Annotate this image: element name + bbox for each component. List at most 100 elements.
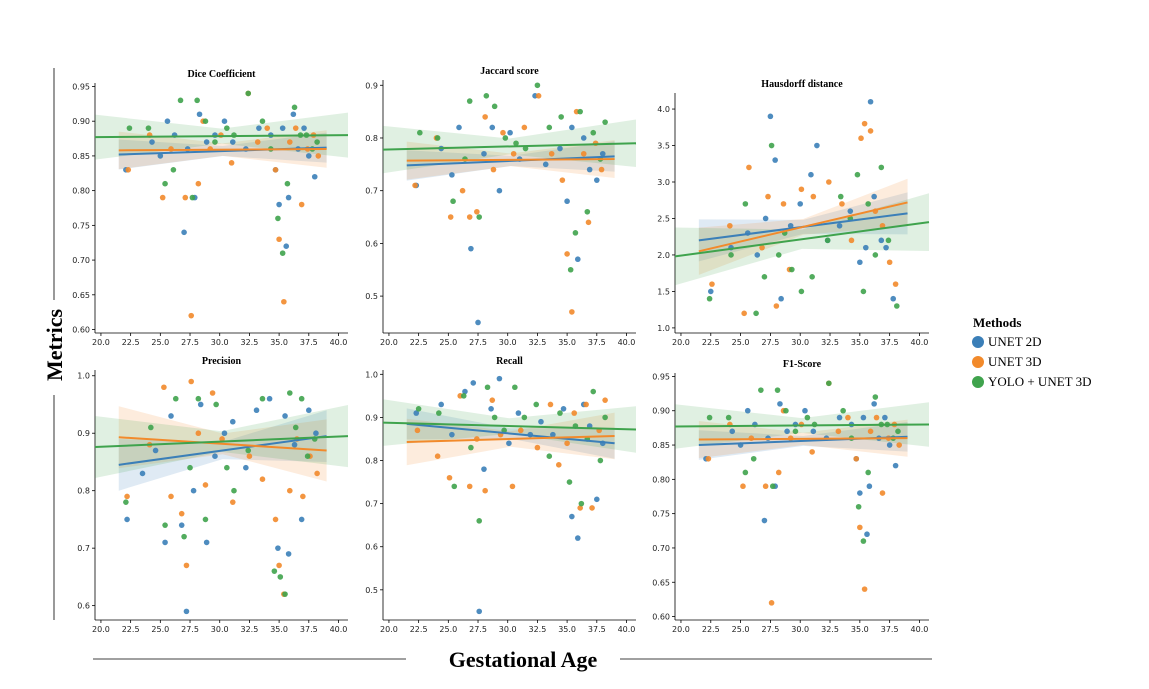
data-point xyxy=(826,380,832,387)
data-point xyxy=(170,167,177,173)
data-point xyxy=(300,493,306,500)
x-tick-label: 35.0 xyxy=(270,338,288,347)
data-point xyxy=(281,298,287,305)
data-point xyxy=(188,312,195,319)
data-point xyxy=(506,440,512,447)
y-tick-label: 4.0 xyxy=(657,105,670,114)
data-point xyxy=(602,119,608,125)
data-point xyxy=(548,150,555,157)
x-tick-label: 22.5 xyxy=(410,625,428,634)
data-point xyxy=(729,428,736,435)
data-point xyxy=(482,487,488,494)
data-point xyxy=(512,384,518,391)
data-point xyxy=(569,513,575,520)
data-point xyxy=(534,444,541,451)
data-point xyxy=(159,194,166,201)
data-point xyxy=(840,407,846,414)
data-point xyxy=(824,237,831,244)
data-point xyxy=(741,310,747,317)
data-point xyxy=(228,160,235,166)
x-tick-label: 37.5 xyxy=(588,338,606,347)
data-point xyxy=(481,466,487,472)
data-point xyxy=(742,201,749,207)
data-point xyxy=(758,387,764,393)
y-tick-label: 2.0 xyxy=(657,251,670,260)
y-tick-label: 0.75 xyxy=(72,221,90,230)
x-tick-label: 37.5 xyxy=(881,338,899,347)
y-tick-label: 0.7 xyxy=(365,187,378,196)
data-point xyxy=(224,125,230,131)
data-point xyxy=(162,180,168,187)
regression-line xyxy=(698,437,908,441)
data-point xyxy=(510,150,517,157)
data-point xyxy=(466,483,473,490)
data-point xyxy=(586,166,593,173)
data-point xyxy=(417,129,423,136)
data-point xyxy=(594,177,600,183)
data-point xyxy=(414,427,421,434)
data-point xyxy=(466,98,473,104)
data-point xyxy=(854,171,861,178)
regression-line xyxy=(94,435,349,449)
legend-label: YOLO + UNET 3D xyxy=(988,374,1092,389)
x-tick-label: 35.0 xyxy=(558,625,576,634)
data-point xyxy=(447,214,454,220)
data-point xyxy=(459,187,466,194)
legend: Methods UNET 2D UNET 3D YOLO + UNET 3D xyxy=(972,315,1092,389)
data-point xyxy=(468,245,474,252)
data-point xyxy=(534,82,541,89)
legend-entries: UNET 2D UNET 3D YOLO + UNET 3D xyxy=(972,334,1092,389)
data-point xyxy=(542,161,549,168)
data-point xyxy=(837,193,844,200)
data-point xyxy=(787,222,794,229)
data-point xyxy=(789,266,795,273)
data-point xyxy=(775,469,782,476)
data-point xyxy=(178,510,185,517)
panel-title: Dice Coefficient xyxy=(187,69,256,80)
data-point xyxy=(569,309,575,315)
data-point xyxy=(202,118,209,124)
data-point xyxy=(483,93,490,99)
data-point xyxy=(892,281,899,287)
data-point xyxy=(124,516,130,523)
data-point xyxy=(126,125,133,131)
data-point xyxy=(152,447,159,454)
data-point xyxy=(792,428,799,435)
data-point xyxy=(229,499,236,505)
data-point xyxy=(412,182,418,189)
data-point xyxy=(839,201,845,207)
data-point xyxy=(276,201,282,208)
y-tick-label: 3.0 xyxy=(657,178,670,187)
x-tick-label: 27.5 xyxy=(469,338,487,347)
data-point xyxy=(489,124,496,131)
data-point xyxy=(572,230,579,236)
x-tick-label: 27.5 xyxy=(469,625,487,634)
data-point xyxy=(271,568,278,574)
data-point xyxy=(567,266,574,273)
data-point xyxy=(253,407,260,414)
data-point xyxy=(272,516,279,523)
panel-5: Recall 20.0 22.5 25.0 27.5 30.0 32.5 35.0 37.5 40… xyxy=(365,356,637,634)
y-tick-label: 0.60 xyxy=(72,326,90,335)
data-point xyxy=(727,222,733,229)
x-tick-label: 25.0 xyxy=(439,338,457,347)
data-point xyxy=(773,303,780,309)
data-point xyxy=(466,214,473,220)
data-point xyxy=(533,401,540,408)
x-tick-label: 30.0 xyxy=(211,625,229,634)
data-point xyxy=(282,591,288,597)
y-tick-label: 0.6 xyxy=(365,543,378,552)
x-tick-label: 30.0 xyxy=(211,338,229,347)
data-point xyxy=(857,259,863,266)
data-point xyxy=(871,193,877,200)
data-point xyxy=(522,145,529,152)
data-point xyxy=(264,125,271,131)
panel-title: Recall xyxy=(496,356,523,367)
data-point xyxy=(481,150,487,157)
legend-marker xyxy=(972,356,984,368)
data-point xyxy=(145,125,152,131)
data-point xyxy=(546,453,553,460)
data-point xyxy=(775,252,782,258)
data-point xyxy=(725,414,732,421)
